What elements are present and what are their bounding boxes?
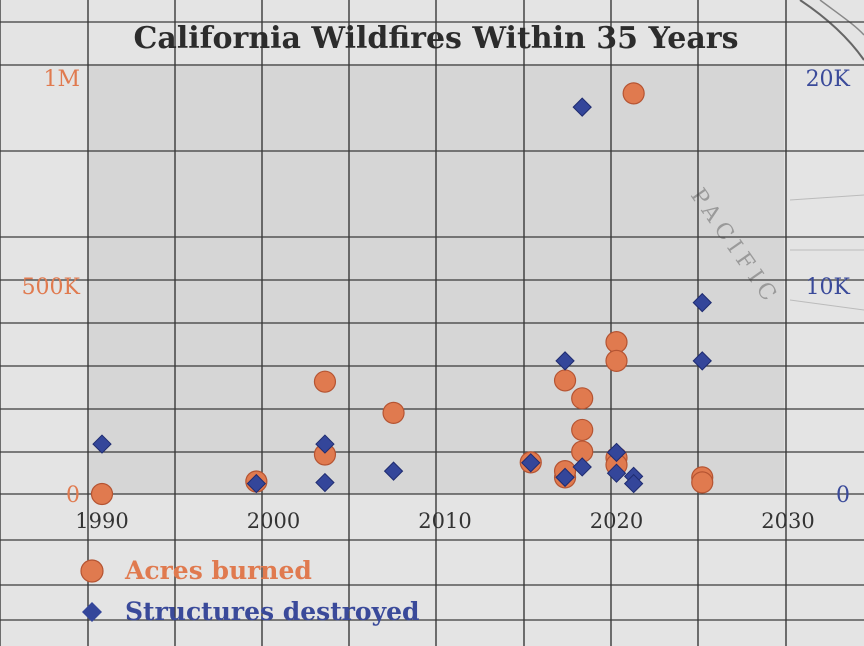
right-axis: 0 10K 20K (806, 67, 851, 508)
right-tick-label: 10K (806, 275, 851, 300)
x-tick-label: 2020 (590, 509, 643, 533)
structures-destroyed-point (606, 463, 627, 483)
right-tick-label: 0 (836, 483, 850, 508)
legend: Acres burned Structures destroyed (80, 556, 420, 626)
structures-destroyed-point (555, 467, 575, 488)
structures-destroyed-point (555, 351, 575, 371)
left-tick-label: 1M (43, 67, 80, 92)
x-axis: 1990 2000 2010 2020 2030 (75, 509, 814, 533)
left-tick-label: 500K (22, 275, 81, 300)
acres-burned-point (571, 387, 594, 410)
acres-burned-point (382, 401, 405, 424)
acres-burned-point (313, 370, 337, 393)
acres-burned-point (90, 482, 114, 506)
x-tick-label: 1990 (75, 509, 128, 533)
right-tick-label: 20K (806, 67, 851, 92)
structures-destroyed-point (572, 457, 592, 477)
structures-destroyed-point (315, 472, 335, 493)
legend-swatch-circle (80, 559, 104, 583)
chart-title: California Wildfires Within 35 Years (134, 21, 739, 56)
x-tick-label: 2000 (247, 509, 300, 533)
structures-destroyed-point (521, 453, 541, 473)
acres-burned-point (605, 349, 628, 372)
acres-burned-point (691, 471, 714, 494)
structures-destroyed-point (572, 97, 592, 117)
structures-destroyed-point (315, 434, 335, 454)
left-tick-label: 0 (66, 483, 80, 508)
acres-burned-point (605, 331, 628, 354)
x-tick-label: 2010 (418, 509, 471, 533)
structures-destroyed-point (92, 434, 112, 454)
acres-burned-point (571, 418, 594, 442)
legend-swatch-diamond (82, 602, 102, 622)
left-axis: 0 500K 1M (22, 67, 81, 508)
legend-label: Acres burned (124, 556, 312, 585)
legend-label: Structures destroyed (125, 597, 420, 626)
structures-destroyed-point (692, 351, 712, 371)
structures-destroyed-point (246, 473, 267, 494)
structures-destroyed-point (623, 473, 644, 494)
x-tick-label: 2030 (761, 509, 814, 533)
acres-burned-point (553, 369, 577, 392)
structures-destroyed-point (606, 442, 627, 463)
data-marks (90, 82, 714, 506)
acres-burned-point (622, 82, 645, 105)
structures-destroyed-point (692, 292, 712, 313)
structures-destroyed-point (383, 461, 404, 481)
